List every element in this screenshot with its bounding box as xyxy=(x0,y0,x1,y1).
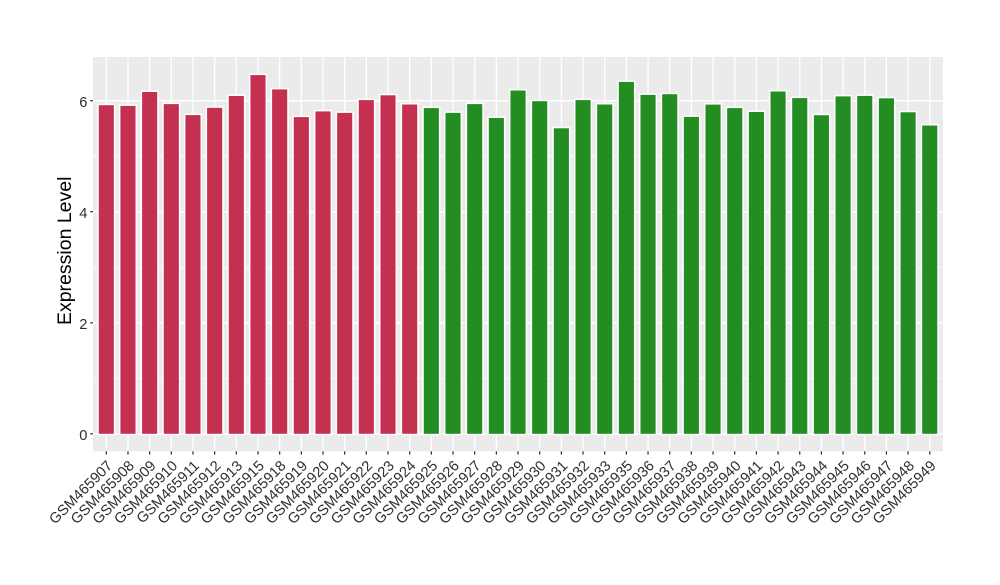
svg-text:4: 4 xyxy=(79,206,87,222)
svg-text:0: 0 xyxy=(79,428,87,444)
svg-text:2: 2 xyxy=(79,317,87,333)
svg-text:6: 6 xyxy=(79,95,87,111)
svg-text:Expression Level: Expression Level xyxy=(54,177,76,325)
